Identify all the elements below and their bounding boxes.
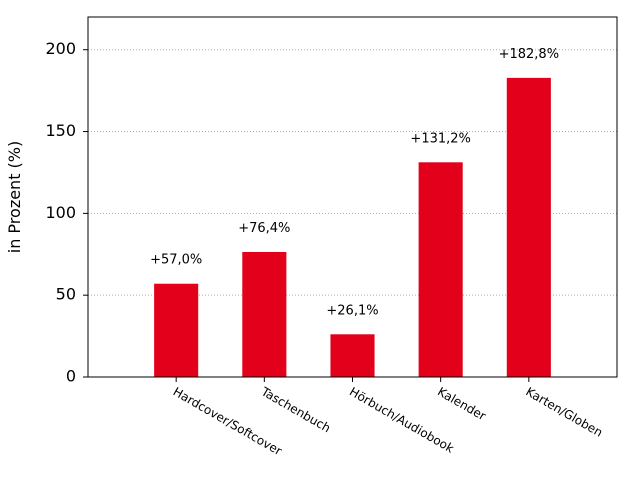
bar — [330, 334, 375, 377]
bar — [242, 251, 287, 377]
y-axis-label: in Prozent (%) — [5, 141, 24, 253]
bar — [418, 162, 463, 377]
value-label: +57,0% — [150, 253, 202, 268]
bar — [506, 77, 551, 377]
y-tick-label: 0 — [66, 367, 76, 386]
value-label: +182,8% — [499, 47, 559, 62]
value-label: +76,4% — [238, 221, 290, 236]
y-tick-label: 150 — [45, 121, 76, 140]
plot-frame — [87, 16, 618, 378]
y-tick-label: 200 — [45, 39, 76, 58]
value-label: +131,2% — [410, 131, 470, 146]
y-tick-label: 50 — [56, 285, 76, 304]
bar — [154, 283, 199, 377]
x-tick-label: Kalender — [435, 384, 488, 423]
value-label: +26,1% — [326, 303, 378, 318]
y-tick-label: 100 — [45, 203, 76, 222]
x-tick-label: Taschenbuch — [258, 384, 333, 435]
x-tick-label: Karten/Globen — [523, 384, 605, 439]
